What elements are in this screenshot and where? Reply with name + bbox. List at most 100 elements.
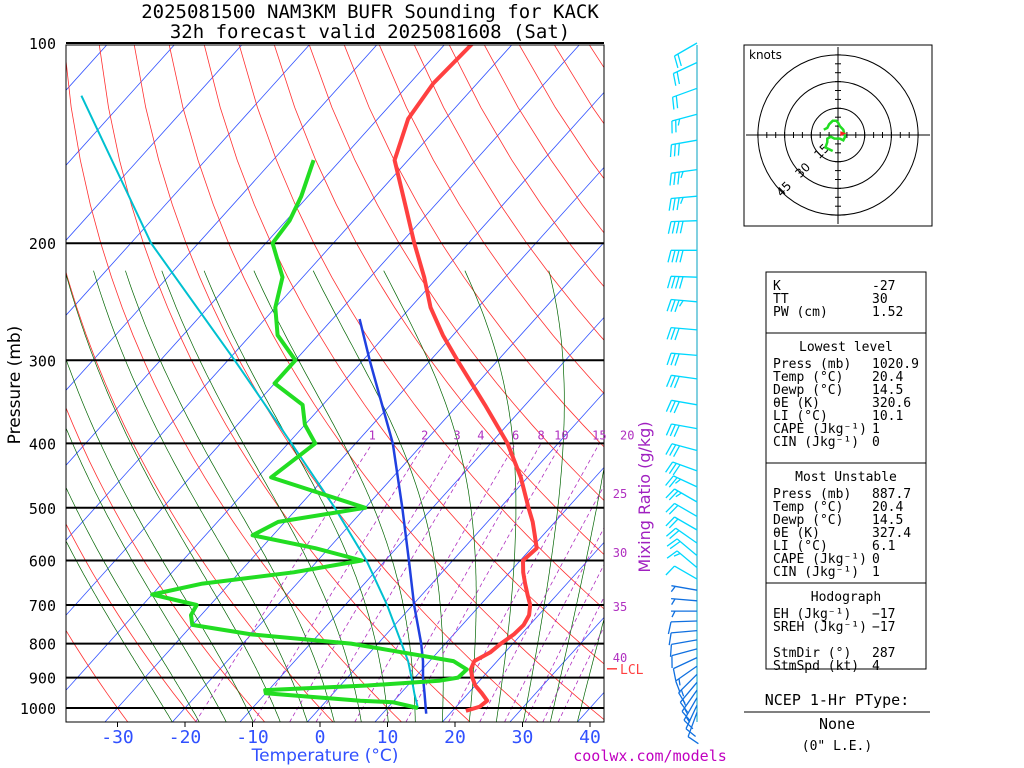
wind-barb-feather	[668, 477, 678, 488]
most-unstable-row-label: Temp (°C)	[773, 500, 843, 515]
isotherm-line	[374, 466, 604, 722]
wind-barb-feather	[670, 299, 676, 312]
temperature-tick-label: 20	[444, 727, 466, 748]
moist-adiabat-line	[576, 617, 604, 722]
dry-adiabat-line	[413, 45, 604, 341]
wind-barb-shaft	[671, 113, 698, 122]
wind-barb	[671, 597, 698, 605]
wind-barb-shaft	[670, 220, 698, 223]
wind-barb	[666, 275, 698, 289]
background-lines	[66, 45, 604, 722]
wind-barb-shaft	[673, 657, 698, 670]
most-unstable-row-value: 0	[872, 552, 880, 567]
wind-barb-feather	[665, 461, 674, 473]
wind-barb-shaft	[671, 597, 698, 602]
wind-barb-shaft	[671, 352, 698, 357]
index-tt-label: TT	[773, 292, 789, 307]
wind-barb-shaft	[675, 665, 698, 682]
lowest-level-row-value: 0	[872, 435, 880, 450]
mixing-ratio-label: 15	[592, 428, 606, 442]
isotherm-line	[442, 541, 604, 722]
index-tt-value: 30	[872, 292, 888, 307]
wind-barb-feather	[670, 327, 676, 340]
site-credit: coolwx.com/models	[573, 747, 727, 765]
wind-barb-shaft	[671, 326, 698, 331]
wind-barb	[671, 648, 698, 669]
wind-barb	[672, 657, 698, 681]
wind-barb-feather	[675, 680, 681, 693]
wind-barb-feather	[667, 250, 672, 263]
isotherm-line	[66, 45, 378, 391]
y-axis-label: Pressure (mb)	[5, 326, 25, 445]
wind-barb-feather	[673, 445, 681, 458]
mixing-ratio-label: 1	[369, 428, 376, 442]
mixing-ratio-label: 20	[620, 428, 634, 442]
wind-barb-feather	[675, 250, 680, 263]
ptype-title: NCEP 1-Hr PType:	[765, 691, 910, 709]
wind-barb	[666, 352, 698, 366]
dry-adiabat-line	[133, 45, 539, 722]
wind-barb	[675, 665, 698, 693]
wind-barb-feather	[674, 328, 680, 341]
pressure-tick-label: 300	[29, 352, 56, 370]
temperature-tick-label: 40	[579, 727, 601, 748]
hodograph-row-label: EH (Jkg⁻¹)	[773, 607, 851, 622]
wind-barb	[665, 423, 698, 437]
hodograph-row-label: StmSpd (kt)	[773, 659, 859, 674]
wind-barb-feather	[669, 144, 673, 158]
wind-barb-shaft	[672, 461, 698, 472]
dry-adiabat-line	[273, 45, 604, 556]
wind-barb-feather	[678, 692, 686, 704]
pressure-tick-label: 500	[29, 500, 56, 518]
wind-barb-feather	[673, 172, 676, 185]
wind-barb	[687, 712, 699, 745]
wind-barb	[665, 516, 698, 531]
dry-adiabat-line	[66, 406, 266, 722]
wind-barb	[665, 475, 698, 488]
wind-barb-feather	[665, 443, 673, 455]
lowest-level-row-label: Press (mb)	[773, 357, 851, 372]
wind-barb-shaft	[672, 87, 698, 98]
wind-barb	[666, 326, 698, 341]
mixing-ratio-line	[504, 527, 604, 722]
dry-adiabat-line	[168, 45, 604, 721]
wind-barb-feather	[672, 73, 677, 86]
wind-barb	[667, 220, 698, 234]
wind-barb-feather	[666, 538, 678, 547]
pressure-tick-label: 100	[29, 35, 56, 53]
lowest-level-row-label: CAPE (Jkg⁻¹)	[773, 422, 867, 437]
pressure-tick-label: 200	[29, 235, 56, 253]
most-unstable-row-value: 887.7	[872, 487, 911, 502]
lcl-marker: LCL	[607, 663, 644, 678]
parcel-profile-line	[80, 95, 419, 709]
wind-barb-shaft	[674, 488, 698, 503]
mixing-ratio-label: 3	[453, 428, 460, 442]
mixing-ratio-label: 6	[512, 428, 519, 442]
wind-barb-feather	[676, 197, 680, 211]
wind-barb-feather	[669, 530, 680, 540]
wind-barb-feather	[683, 719, 694, 730]
wind-barb	[665, 502, 698, 517]
moist-adiabat-line	[464, 270, 517, 722]
wind-barb	[671, 610, 697, 618]
wind-barb	[669, 139, 698, 158]
wind-barb-feather	[677, 172, 680, 185]
wind-barb-feather	[670, 586, 676, 593]
dry-adiabat-line	[308, 45, 604, 502]
wind-barb	[669, 168, 698, 186]
wind-barb	[668, 195, 698, 211]
mixing-ratio-label: 25	[613, 487, 627, 501]
dry-adiabat-line	[203, 45, 604, 665]
dry-adiabat-line	[66, 270, 334, 722]
wind-barb-shaft	[676, 550, 698, 569]
mixing-ratio-label: 30	[613, 546, 627, 560]
ptype-note: (0" L.E.)	[802, 739, 872, 754]
hodograph-row-label: StmDir (°)	[773, 646, 851, 661]
isotherm-line	[66, 45, 175, 166]
hodograph-trace	[823, 119, 847, 153]
isotherm-line	[172, 241, 604, 722]
mixing-ratio-label: 2	[421, 428, 428, 442]
pressure-tick-label: 1000	[20, 700, 56, 718]
wind-barb-feather	[672, 668, 677, 681]
